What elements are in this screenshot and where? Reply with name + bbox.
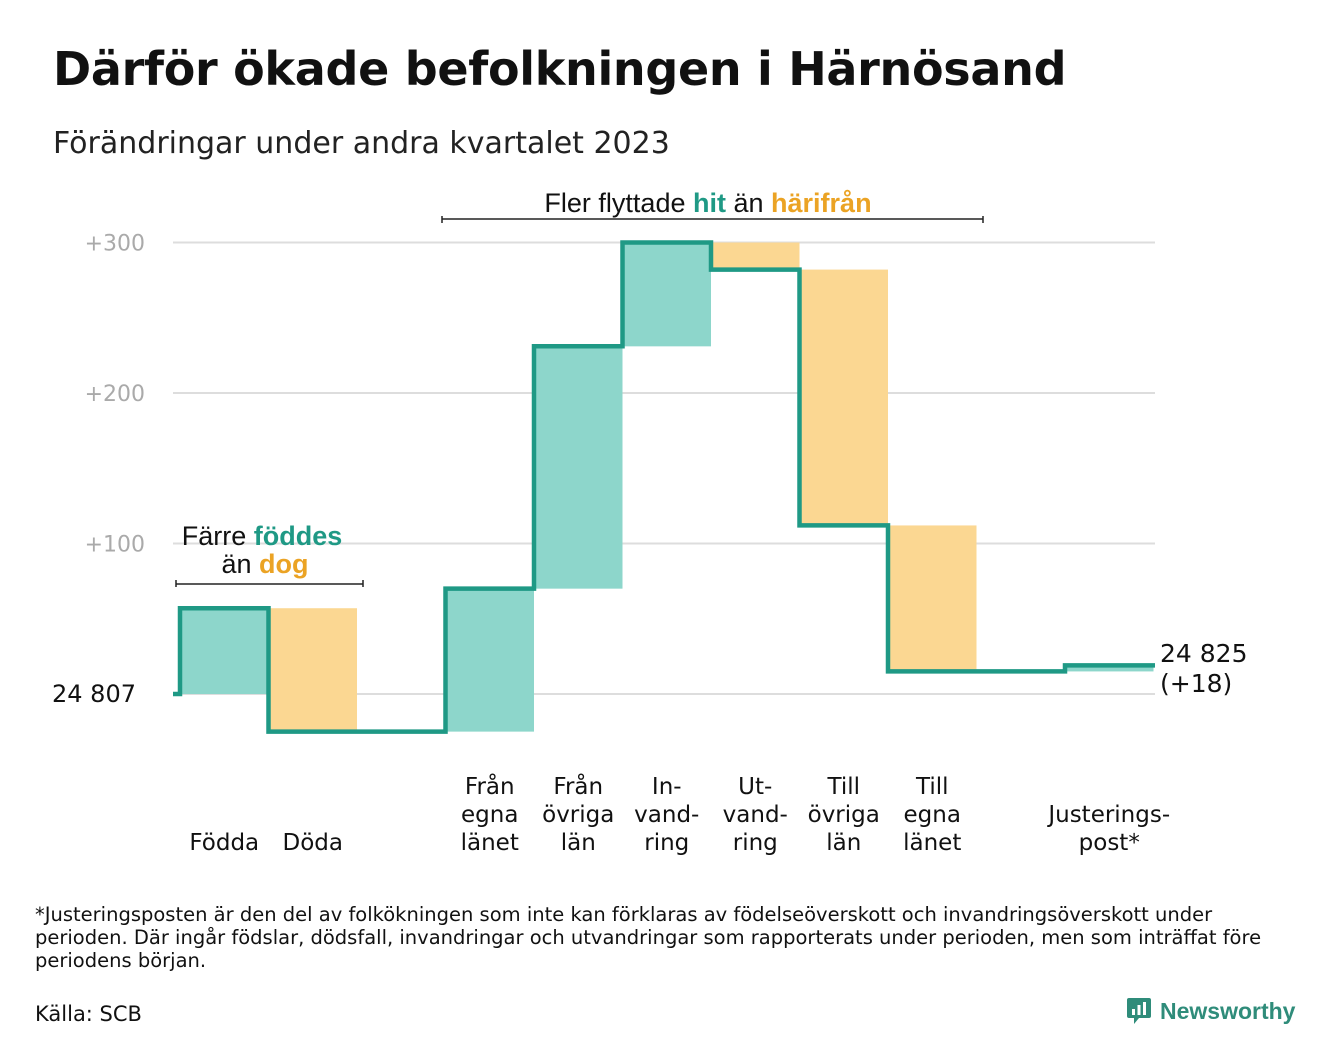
waterfall-bar <box>534 346 623 589</box>
category-label: ring <box>733 830 778 856</box>
waterfall-bar <box>622 242 711 347</box>
category-label: egna <box>461 802 518 828</box>
category-label: Till <box>915 774 949 800</box>
births-annotation-line2: än dog <box>221 549 308 579</box>
births-bracket <box>175 580 364 587</box>
category-label: län <box>826 830 861 856</box>
waterfall-bar <box>180 608 269 694</box>
y-tick-label: +300 <box>85 232 145 257</box>
chart-subtitle: Förändringar under andra kvartalet 2023 <box>53 126 670 161</box>
category-label: Från <box>553 772 603 800</box>
category-label: länet <box>461 830 519 856</box>
category-label: post* <box>1079 830 1140 856</box>
category-label: Födda <box>189 830 259 856</box>
category-label: övriga <box>808 802 880 828</box>
category-label: ring <box>644 830 689 856</box>
category-label: In- <box>652 774 682 800</box>
waterfall-bar <box>888 525 977 672</box>
category-label: Från <box>465 772 515 800</box>
category-label: egna <box>904 802 961 828</box>
category-label: länet <box>903 830 961 856</box>
newsworthy-logo-text: Newsworthy <box>1160 997 1296 1024</box>
newsworthy-logo-icon <box>1127 998 1151 1024</box>
category-label: Ut- <box>738 774 772 800</box>
footnote: *Justeringsposten är den del av folkökni… <box>35 903 1262 972</box>
start-value-label: 24 807 <box>52 680 136 708</box>
y-tick-label: +200 <box>85 382 145 407</box>
waterfall-bar <box>268 608 357 732</box>
migration-bracket <box>441 216 984 223</box>
waterfall-bar <box>445 588 534 732</box>
cumulative-step-line <box>173 240 1155 734</box>
category-label: län <box>561 830 596 856</box>
category-label: Justerings- <box>1046 802 1170 828</box>
chart-title: Därför ökade befolkningen i Härnösand <box>53 42 1067 96</box>
category-label: övriga <box>542 802 614 828</box>
births-annotation-line1: Färre föddes <box>182 521 343 551</box>
source-label: Källa: SCB <box>35 1002 142 1026</box>
category-label: vand- <box>723 802 788 828</box>
y-tick-label: +100 <box>85 533 145 558</box>
end-change-label: (+18) <box>1160 669 1232 698</box>
end-value-label: 24 825 <box>1160 639 1247 668</box>
waterfall-bar <box>799 269 888 526</box>
category-label: Döda <box>283 830 343 856</box>
waterfall-bar <box>711 242 800 270</box>
waterfall-bar <box>1065 665 1154 672</box>
category-label: vand- <box>634 802 699 828</box>
category-label: Till <box>826 774 860 800</box>
newsworthy-logo[interactable]: Newsworthy <box>1126 996 1295 1026</box>
migration-annotation: Fler flyttade hit än härifrån <box>544 188 871 218</box>
